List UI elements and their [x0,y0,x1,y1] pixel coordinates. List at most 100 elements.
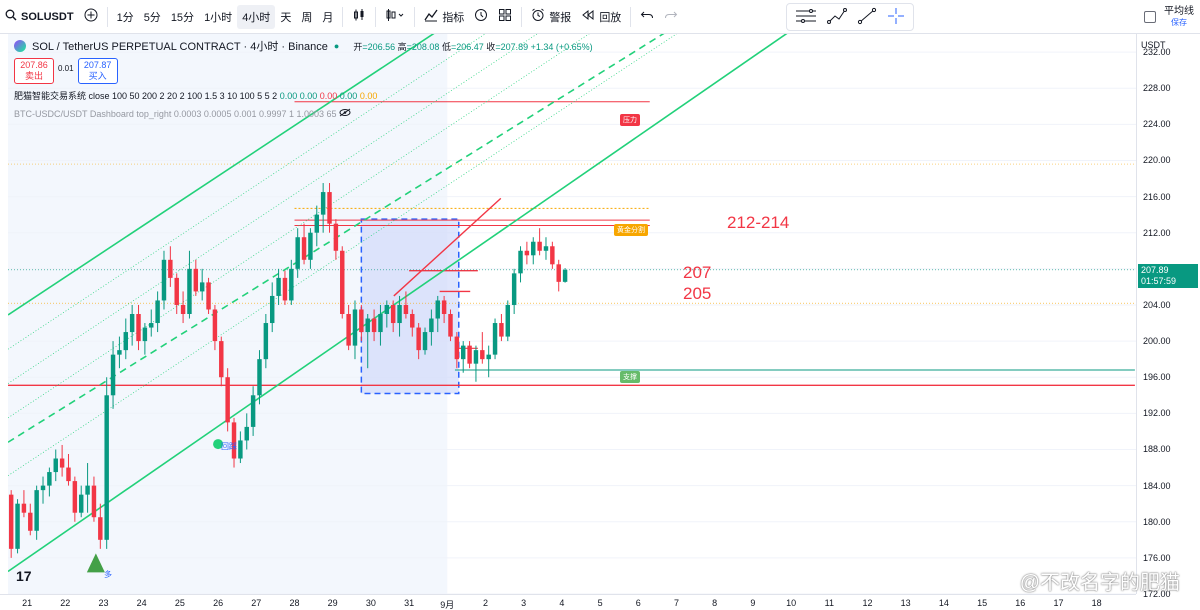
replay-label: 回放 [599,11,622,24]
indicator-legend-2[interactable]: BTC-USDC/USDT Dashboard top_right 0.0003… [14,108,593,119]
replay-button[interactable]: 回放 [576,5,626,29]
interval-tab-1[interactable]: 5分 [143,11,161,24]
candle-body [371,318,377,333]
candle-body [34,490,39,531]
price-axis[interactable]: USDT 232.00 228.00 224.00 220.00 216.00 212.0… [1136,34,1200,599]
trend-line [393,197,502,297]
chart-type-button[interactable] [347,5,371,29]
eye-hidden-icon[interactable] [339,108,351,119]
interval-tab-3[interactable]: 1小时 [204,11,233,24]
candle-body [193,268,199,292]
time-tick: 29 [327,598,338,608]
candle-body [492,323,498,355]
horizontal-lines-icon[interactable] [795,7,817,28]
symbol-search[interactable]: SOLUSDT [0,5,79,29]
avg-line-toggle[interactable]: 平均线 保存 [1164,6,1194,28]
candle-body [435,300,440,319]
indicator-legend-1[interactable]: 肥猫智能交易系统 close 100 50 200 2 20 2 100 1.5… [14,91,378,101]
legend-title[interactable]: SOL / TetherUS PERPETUAL CONTRACT · 4小时 … [32,41,328,53]
time-tick: 30 [365,598,376,608]
candle-body [289,268,294,301]
crosshair-icon[interactable] [887,7,905,28]
candle-body [129,314,135,333]
candlestick-chart-canvas[interactable] [7,0,1136,595]
candle-body [244,426,249,441]
divider [106,6,108,27]
time-tick: 11 [824,598,834,608]
indicators-label: 指标 [442,11,465,24]
interval-tab-7[interactable]: 月 [322,11,334,24]
interval-tab-2[interactable]: 15分 [170,11,195,24]
candle-body [66,467,71,482]
candle-body [518,250,523,274]
indicators-button[interactable]: 指标 [419,5,469,29]
time-tick: 9月 [440,600,455,610]
candle-body [250,395,256,427]
time-tick: 16 [1015,598,1026,608]
candle-body [403,304,409,314]
price-tick: 200.00 [1143,336,1171,347]
channel-inner-line [7,0,590,384]
sol-coin-icon [14,40,26,52]
candle-body [110,354,116,396]
trend-line-icon[interactable] [857,7,877,28]
candle-body [212,309,218,342]
chart-style-dropdown[interactable] [380,5,410,29]
candle-body [295,237,300,269]
candle-body [397,304,402,324]
price-chart[interactable] [7,0,1136,595]
candle-body [327,192,332,224]
candle-body [238,440,243,459]
candle-body [47,472,52,486]
legend-title-row: SOL / TetherUS PERPETUAL CONTRACT · 4小时 … [14,38,593,54]
channel-inner-line [7,0,538,350]
rewind-icon [581,8,595,25]
candle-body [441,300,447,314]
top-toolbar: SOLUSDT 1分 5分 15分 1小时 4小时天周月 指标 [0,0,1200,34]
candle-body [257,359,262,396]
buy-label: 买入 [88,71,107,81]
alert-button[interactable]: 警报 [526,5,576,29]
candle-body [269,295,275,324]
tradingview-logo[interactable]: 17 [16,568,32,584]
buy-price: 207.87 [83,60,112,70]
candle-body [174,277,179,305]
level-207-label: 207 [683,263,712,282]
candle-body [486,354,491,360]
price-tick: 176.00 [1143,552,1171,563]
time-axis[interactable]: 21 22 23 24 25 26 27 28 29 30 31 9月 2 3 4 5 6 7 8 9 10 11 12 13… [0,594,1136,610]
resistance-tag: 压力 [620,114,640,126]
candle-body [263,323,269,360]
interval-tab-6[interactable]: 周 [301,11,313,24]
time-tick: 22 [60,598,71,608]
rebound-marker-label: 回踩 [221,442,237,451]
time-tick: 18 [1091,598,1102,608]
layouts-button[interactable] [493,5,517,29]
level-205-label: 205 [683,284,712,303]
price-tick: 232.00 [1143,47,1171,58]
sell-button[interactable]: 207.86 卖出 [14,58,54,84]
grid-layout-icon [498,8,512,25]
candle-body [206,282,211,310]
indicator-templates-button[interactable] [469,5,493,29]
time-tick: 9 [750,598,756,608]
candle-body [562,269,568,282]
undo-button[interactable] [635,5,659,29]
sell-buy-panel: 207.86 卖出 0.01 207.87 买入 [14,58,593,84]
sell-price: 207.86 [20,60,48,70]
compare-symbol-button[interactable] [79,5,103,29]
redo-button[interactable] [659,5,683,29]
interval-tab-4[interactable]: 4小时 [237,4,276,29]
green-dot-icon: ● [333,41,340,51]
time-tick: 27 [251,598,262,608]
channel-line [7,0,486,316]
time-tick: 17 [1053,598,1064,608]
buy-button[interactable]: 207.87 买入 [77,58,118,84]
interval-tab-0[interactable]: 1分 [116,11,134,24]
interval-tab-5[interactable]: 天 [280,11,292,24]
candle-body [346,314,351,346]
currency-label[interactable]: USDT [1141,40,1166,50]
candle-body [308,232,313,260]
avg-line-checkbox[interactable] [1144,11,1156,23]
path-tool-icon[interactable] [827,7,847,28]
